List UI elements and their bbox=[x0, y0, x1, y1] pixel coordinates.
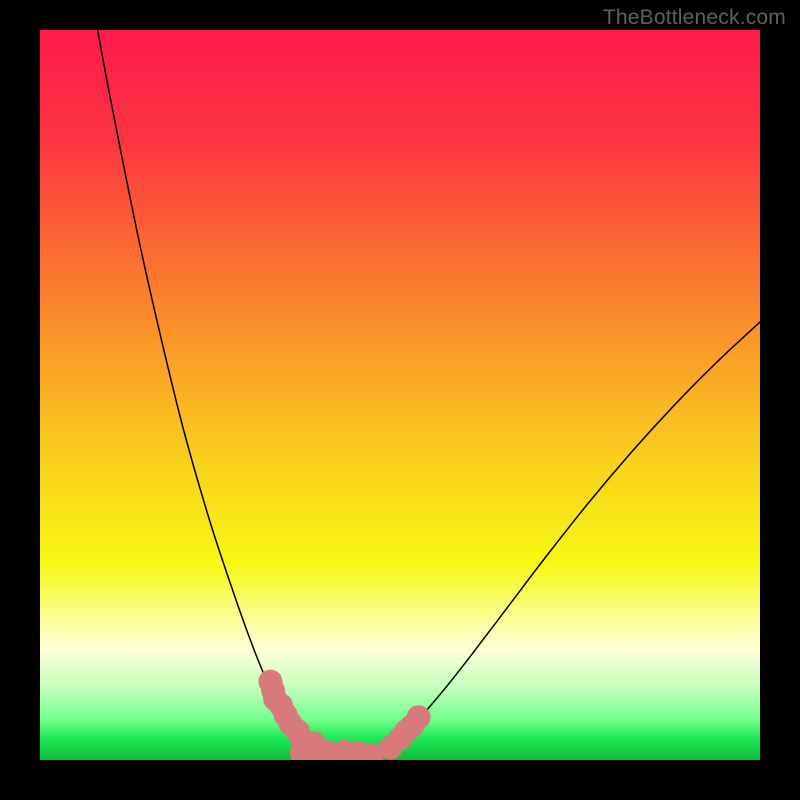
bottleneck-curve-chart bbox=[40, 30, 760, 760]
plot-panel bbox=[40, 30, 760, 760]
plot-background bbox=[40, 30, 760, 760]
data-dot bbox=[258, 670, 282, 694]
chart-container: TheBottleneck.com bbox=[0, 0, 800, 800]
watermark-label: TheBottleneck.com bbox=[603, 6, 786, 30]
data-dot bbox=[407, 705, 431, 729]
